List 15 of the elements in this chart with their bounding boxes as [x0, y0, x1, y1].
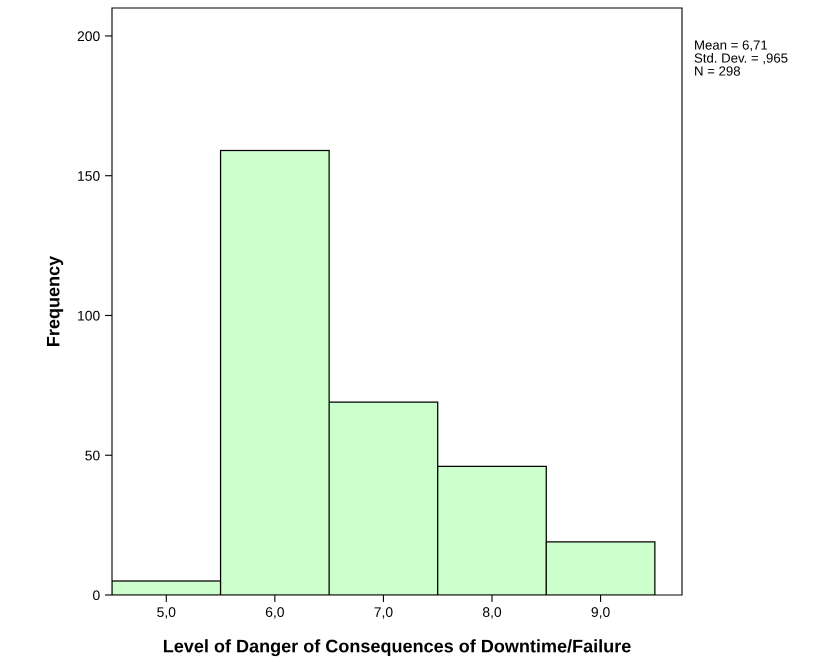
- y-axis-title: Frequency: [46, 256, 64, 346]
- x-tick-label: 7,0: [374, 607, 393, 619]
- y-tick-label: 150: [78, 171, 100, 181]
- y-tick-label: 50: [85, 450, 100, 460]
- x-tick-label: 8,0: [482, 607, 502, 619]
- y-tick-label: 200: [78, 31, 100, 42]
- x-tick-label: 9,0: [592, 607, 610, 619]
- text: N = 298: [695, 66, 740, 76]
- x-tick-label: 6,0: [266, 607, 284, 619]
- x-tick-label: 5,0: [157, 607, 176, 619]
- text: Std. Dev. = ,965: [694, 53, 788, 64]
- y-tick-label: 0: [93, 590, 100, 600]
- y-tick-label: 100: [78, 310, 100, 321]
- text: Mean = 6,71: [695, 40, 768, 52]
- x-axis-title: Level of Danger of Consequences of Downtime/Failure: [164, 639, 631, 656]
